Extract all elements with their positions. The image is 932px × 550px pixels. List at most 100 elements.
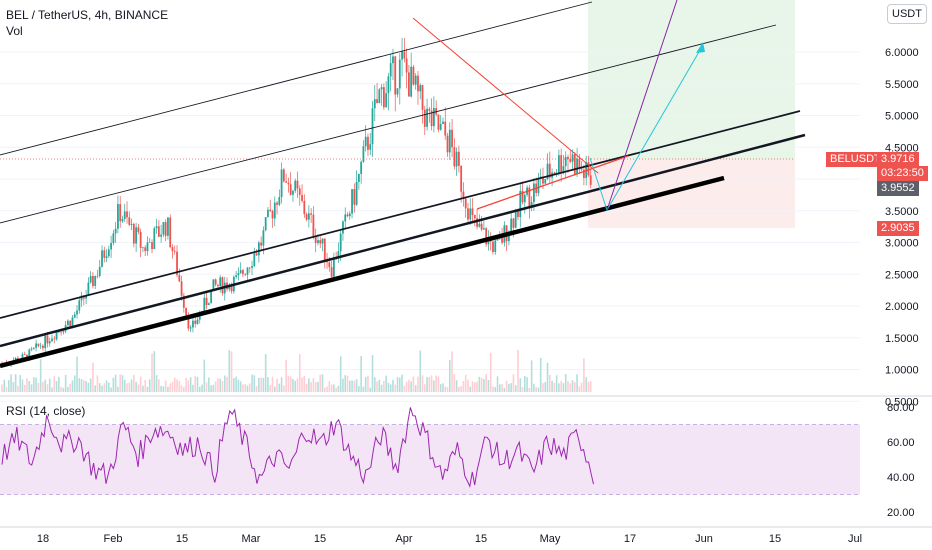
volume-label[interactable]: Vol [6,24,23,38]
volume-bar [208,377,210,392]
trendline-bottom[interactable] [0,175,725,369]
candle-body [569,159,572,162]
volume-bar [246,385,249,392]
candle-body [439,124,442,130]
candle-body [176,251,178,276]
candle-body [348,213,351,217]
projection-line-purple[interactable] [606,0,678,211]
candle-body [39,345,42,347]
volume-bar [76,356,78,392]
candle-body [380,87,383,90]
volume-bar [569,383,572,392]
volume-bar [135,381,137,392]
candle-body [321,238,324,244]
candle-body [323,238,326,262]
volume-bar [396,377,399,392]
candle-body [89,276,92,283]
volume-bar [571,380,574,392]
channel-line-support[interactable] [0,133,806,348]
price-tick-label: 0.5000 [885,396,919,408]
candle-body [453,147,456,167]
symbol-title[interactable]: BEL / TetherUS, 4h, BINANCE [6,8,169,22]
candle-body [396,88,399,95]
volume-bar [362,386,365,392]
time-tick-label: 17 [624,533,636,545]
candle-body [237,272,240,276]
volume-bar [101,385,103,392]
volume-bar [251,374,253,392]
candle-body [235,275,238,277]
volume-bar [44,379,46,392]
volume-bar [401,374,403,392]
volume-bar [292,379,294,392]
candle-body [92,276,94,286]
volume-bar [26,378,28,392]
candle-body [519,190,522,218]
volume-bar [587,381,590,392]
volume-bar [112,377,115,392]
volume-bar [371,354,374,392]
volume-bar [78,378,81,392]
support-line-red[interactable] [476,155,629,210]
candle-body [292,190,294,195]
volume-bar [160,385,162,392]
drawings[interactable] [0,0,806,369]
volume-bar [412,376,415,392]
volume-bar [267,376,269,392]
candle-body [492,241,494,253]
candle-body [423,109,426,127]
volume-bar [423,384,426,392]
volume-bar [71,380,74,392]
volume-bar [94,385,96,392]
volume-bar [560,380,562,392]
volume-bar [269,385,272,392]
candle-body [117,204,119,229]
candle-body [507,232,510,242]
volume-bar [430,375,433,392]
channel-line-middle[interactable] [0,110,801,319]
volume-bar [383,380,385,392]
candle-body [148,242,151,243]
target-zone [588,0,795,159]
volume-bar [98,383,101,392]
candle-body [187,315,190,329]
volume-bar [496,376,499,392]
volume-bar [289,376,292,392]
candle-body [382,87,385,108]
volume-bar [403,385,406,392]
volume-bar [283,385,285,392]
rsi-label[interactable]: RSI (14, close) [6,404,86,418]
volume-bar [398,377,401,392]
candle-body [267,209,269,218]
channel-line-top[interactable] [0,1,593,156]
volume-bar [310,382,312,392]
volume-bar [139,376,142,392]
volume-bar [408,379,410,392]
volume-bar [144,380,147,392]
volume-bar [580,382,583,392]
channel-line-upper-mid[interactable] [0,24,777,224]
candle-body [242,270,244,275]
volume-bar [298,354,301,392]
candle-body [105,256,108,258]
volume-bar [537,387,540,392]
candle-body [310,213,313,215]
currency-button[interactable]: USDT [887,4,927,24]
volume-bar [3,379,6,392]
resistance-line[interactable] [412,17,599,174]
volume-bars [1,349,592,392]
volume-bar [85,380,87,392]
candle-body [180,281,183,296]
volume-bar [337,385,340,392]
volume-bar [544,381,547,392]
rsi-tick-label: 40.00 [887,472,915,484]
volume-bar [201,384,203,392]
candle-body [360,161,363,174]
volume-bar [330,384,333,392]
volume-bar [421,375,424,392]
candle-body [194,320,197,324]
volume-bar [271,376,274,392]
countdown-tag: 03:23:50 [877,166,928,181]
volume-bar [301,377,303,392]
